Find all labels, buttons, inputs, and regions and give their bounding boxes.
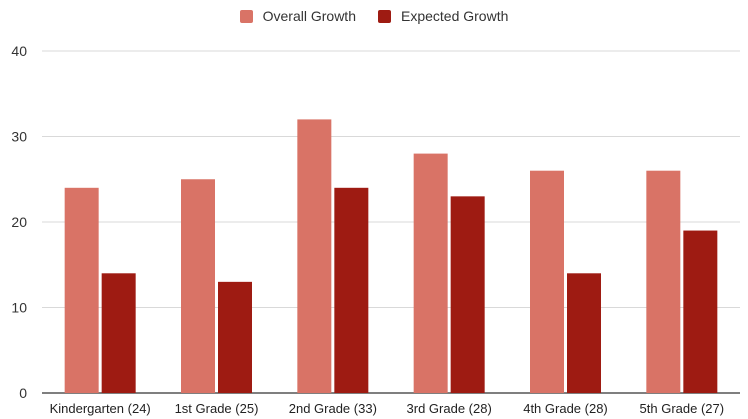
legend-swatch-overall	[239, 9, 253, 23]
x-category-label: 3rd Grade (28)	[407, 401, 492, 416]
legend-label-overall: Overall Growth	[262, 8, 356, 24]
bar-overall-growth	[530, 170, 564, 393]
y-tick-label: 30	[11, 129, 27, 145]
bar-expected-growth	[218, 281, 252, 393]
bar-expected-growth	[683, 230, 718, 393]
bar-expected-growth	[450, 196, 485, 393]
legend-item-overall: Overall Growth	[239, 8, 356, 24]
bar-overall-growth	[646, 170, 681, 393]
x-axis-labels: Kindergarten (24) 1st Grade (25) 2nd Grade…	[50, 401, 725, 416]
bar-expected-growth	[567, 273, 601, 393]
y-tick-label: 0	[19, 385, 27, 401]
bar-expected-growth	[101, 273, 136, 393]
x-category-label: 2nd Grade (33)	[289, 401, 377, 416]
x-category-label: 4th Grade (28)	[523, 401, 608, 416]
grid-layer	[42, 50, 740, 394]
bars	[64, 119, 718, 394]
legend: Overall Growth Expected Growth	[0, 8, 748, 24]
bar-overall-growth	[64, 187, 99, 393]
bar-overall-growth	[181, 179, 215, 393]
y-axis-ticks: 0 10 20 30 40	[11, 43, 27, 401]
y-tick-label: 20	[11, 214, 27, 230]
bar-overall-growth	[297, 119, 332, 394]
legend-swatch-expected	[377, 9, 391, 23]
bar-overall-growth	[413, 153, 448, 393]
legend-label-expected: Expected Growth	[400, 8, 509, 24]
x-category-label: Kindergarten (24)	[50, 401, 151, 416]
y-tick-label: 40	[11, 43, 27, 59]
y-tick-label: 10	[11, 300, 27, 316]
x-category-label: 1st Grade (25)	[175, 401, 259, 416]
bar-expected-growth	[334, 187, 369, 393]
legend-item-expected: Expected Growth	[377, 8, 509, 24]
x-category-label: 5th Grade (27)	[640, 401, 725, 416]
